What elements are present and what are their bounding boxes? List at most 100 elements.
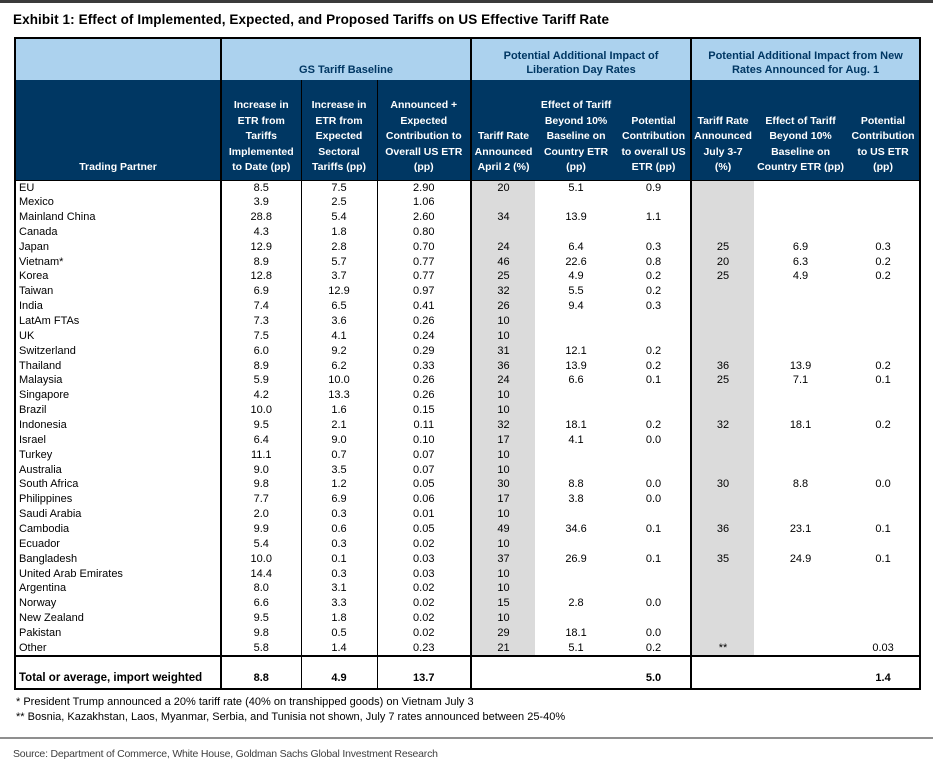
table-row: Israel 6.4 9.0 0.10 17 4.1 0.0 <box>15 432 920 448</box>
value-cell <box>754 210 847 225</box>
value-cell: 0.9 <box>645 181 662 194</box>
value-cell <box>690 462 755 478</box>
value-cell: 17 <box>470 432 536 448</box>
value-cell: 6.2 <box>300 358 377 374</box>
value-cell: 0.2 <box>875 255 891 268</box>
value-cell <box>690 610 755 626</box>
value-cell: 32 <box>470 417 536 433</box>
partner-cell: Australia <box>19 463 62 476</box>
col-header-etr-implemented: Increase in ETR from Tariffs Implemented… <box>220 80 301 181</box>
value-cell: 0.2 <box>645 285 662 298</box>
value-cell <box>754 284 847 299</box>
value-cell <box>617 388 691 403</box>
value-cell: 4.1 <box>568 433 584 446</box>
col-header-contribution-april: Potential Contribution to overall US ETR… <box>617 80 692 181</box>
value-cell <box>754 462 847 477</box>
value-cell: 5.9 <box>220 373 301 389</box>
value-cell <box>754 448 847 463</box>
col-header-effect-beyond-10-april: Effect of Tariff Beyond 10% Baseline on … <box>535 80 618 181</box>
value-cell <box>535 537 617 552</box>
footnote-vietnam: * President Trump announced a 20% tariff… <box>16 696 474 709</box>
value-cell: 36 <box>690 358 755 374</box>
value-cell: 3.6 <box>300 313 377 329</box>
value-cell <box>754 299 847 314</box>
partner-cell: Japan <box>19 240 49 253</box>
value-cell: 13.9 <box>789 359 812 372</box>
table-row: Canada 4.3 1.8 0.80 <box>15 224 920 240</box>
value-cell: 12.9 <box>300 284 377 299</box>
value-cell <box>847 492 920 507</box>
corner-cell <box>15 38 221 80</box>
value-cell <box>690 313 755 329</box>
total-value: 1.4 <box>875 672 891 685</box>
partner-cell: Other <box>19 641 47 654</box>
value-cell <box>535 581 617 596</box>
value-cell: 34 <box>470 209 536 225</box>
value-cell: 0.03 <box>376 551 472 567</box>
total-value <box>754 669 847 689</box>
value-cell: 10 <box>470 610 536 626</box>
table-row: UK 7.5 4.1 0.24 10 <box>15 328 920 344</box>
value-cell: 4.3 <box>220 224 301 240</box>
value-cell: 6.5 <box>300 298 377 314</box>
value-cell <box>754 581 847 596</box>
value-cell: 0.80 <box>376 224 472 240</box>
value-cell: 0.0 <box>645 493 662 506</box>
value-cell: 25 <box>470 269 536 285</box>
value-cell: 9.5 <box>220 610 301 626</box>
table-row: Philippines 7.7 6.9 0.06 17 3.8 0.0 <box>15 492 920 507</box>
value-cell <box>754 180 847 195</box>
value-cell: 5.7 <box>300 254 377 270</box>
table-row: Saudi Arabia 2.0 0.3 0.01 10 <box>15 506 920 522</box>
value-cell: 22.6 <box>565 255 587 268</box>
value-cell: 0.2 <box>875 359 891 372</box>
value-cell: 0.1 <box>875 374 891 387</box>
value-cell <box>690 596 755 611</box>
value-cell: 46 <box>470 254 536 270</box>
value-cell <box>754 641 847 656</box>
value-cell: 2.0 <box>220 506 301 522</box>
value-cell <box>847 596 920 611</box>
value-cell <box>847 433 920 448</box>
value-cell: 30 <box>690 477 755 493</box>
value-cell: 10 <box>470 506 536 522</box>
partner-cell: Ecuador <box>19 537 60 550</box>
value-cell <box>847 626 920 641</box>
value-cell: 0.07 <box>376 462 472 478</box>
tariff-table: GS Tariff Baseline Potential Additional … <box>14 37 922 691</box>
value-cell <box>847 462 920 477</box>
value-cell: 1.6 <box>300 402 377 418</box>
value-cell: 4.9 <box>568 270 584 283</box>
footnotes: * President Trump announced a 20% tariff… <box>0 695 933 724</box>
value-cell: 29 <box>470 625 536 641</box>
partner-cell: EU <box>19 181 35 194</box>
partner-cell: Philippines <box>19 493 73 506</box>
value-cell <box>690 180 755 195</box>
value-cell <box>847 448 920 463</box>
value-cell <box>617 403 691 418</box>
col-header-contribution-aug: Potential Contribution to US ETR (pp) <box>847 80 921 181</box>
value-cell: 10 <box>470 581 536 597</box>
value-cell: 10 <box>470 402 536 418</box>
value-cell <box>754 388 847 403</box>
value-cell: 18.1 <box>565 627 587 640</box>
value-cell: 0.26 <box>376 388 472 403</box>
value-cell <box>754 433 847 448</box>
value-cell: 3.7 <box>300 269 377 285</box>
value-cell: 7.3 <box>220 313 301 329</box>
value-cell: 0.0 <box>645 478 662 491</box>
table-row: Pakistan 9.8 0.5 0.02 29 18.1 0.0 <box>15 625 920 641</box>
value-cell <box>847 180 920 195</box>
value-cell: 11.1 <box>220 447 301 463</box>
table-row: Ecuador 5.4 0.3 0.02 10 <box>15 536 920 552</box>
value-cell: 0.6 <box>300 521 377 537</box>
value-cell: 0.0 <box>645 597 662 610</box>
value-cell: 4.9 <box>792 270 809 283</box>
value-cell: 15 <box>470 596 536 611</box>
value-cell: 12.8 <box>220 269 301 285</box>
footnote-other-countries: ** Bosnia, Kazakhstan, Laos, Myanmar, Se… <box>16 710 566 723</box>
value-cell: 9.8 <box>220 625 301 641</box>
value-cell <box>754 195 847 210</box>
value-cell <box>690 492 755 507</box>
value-cell: 10 <box>470 536 536 552</box>
